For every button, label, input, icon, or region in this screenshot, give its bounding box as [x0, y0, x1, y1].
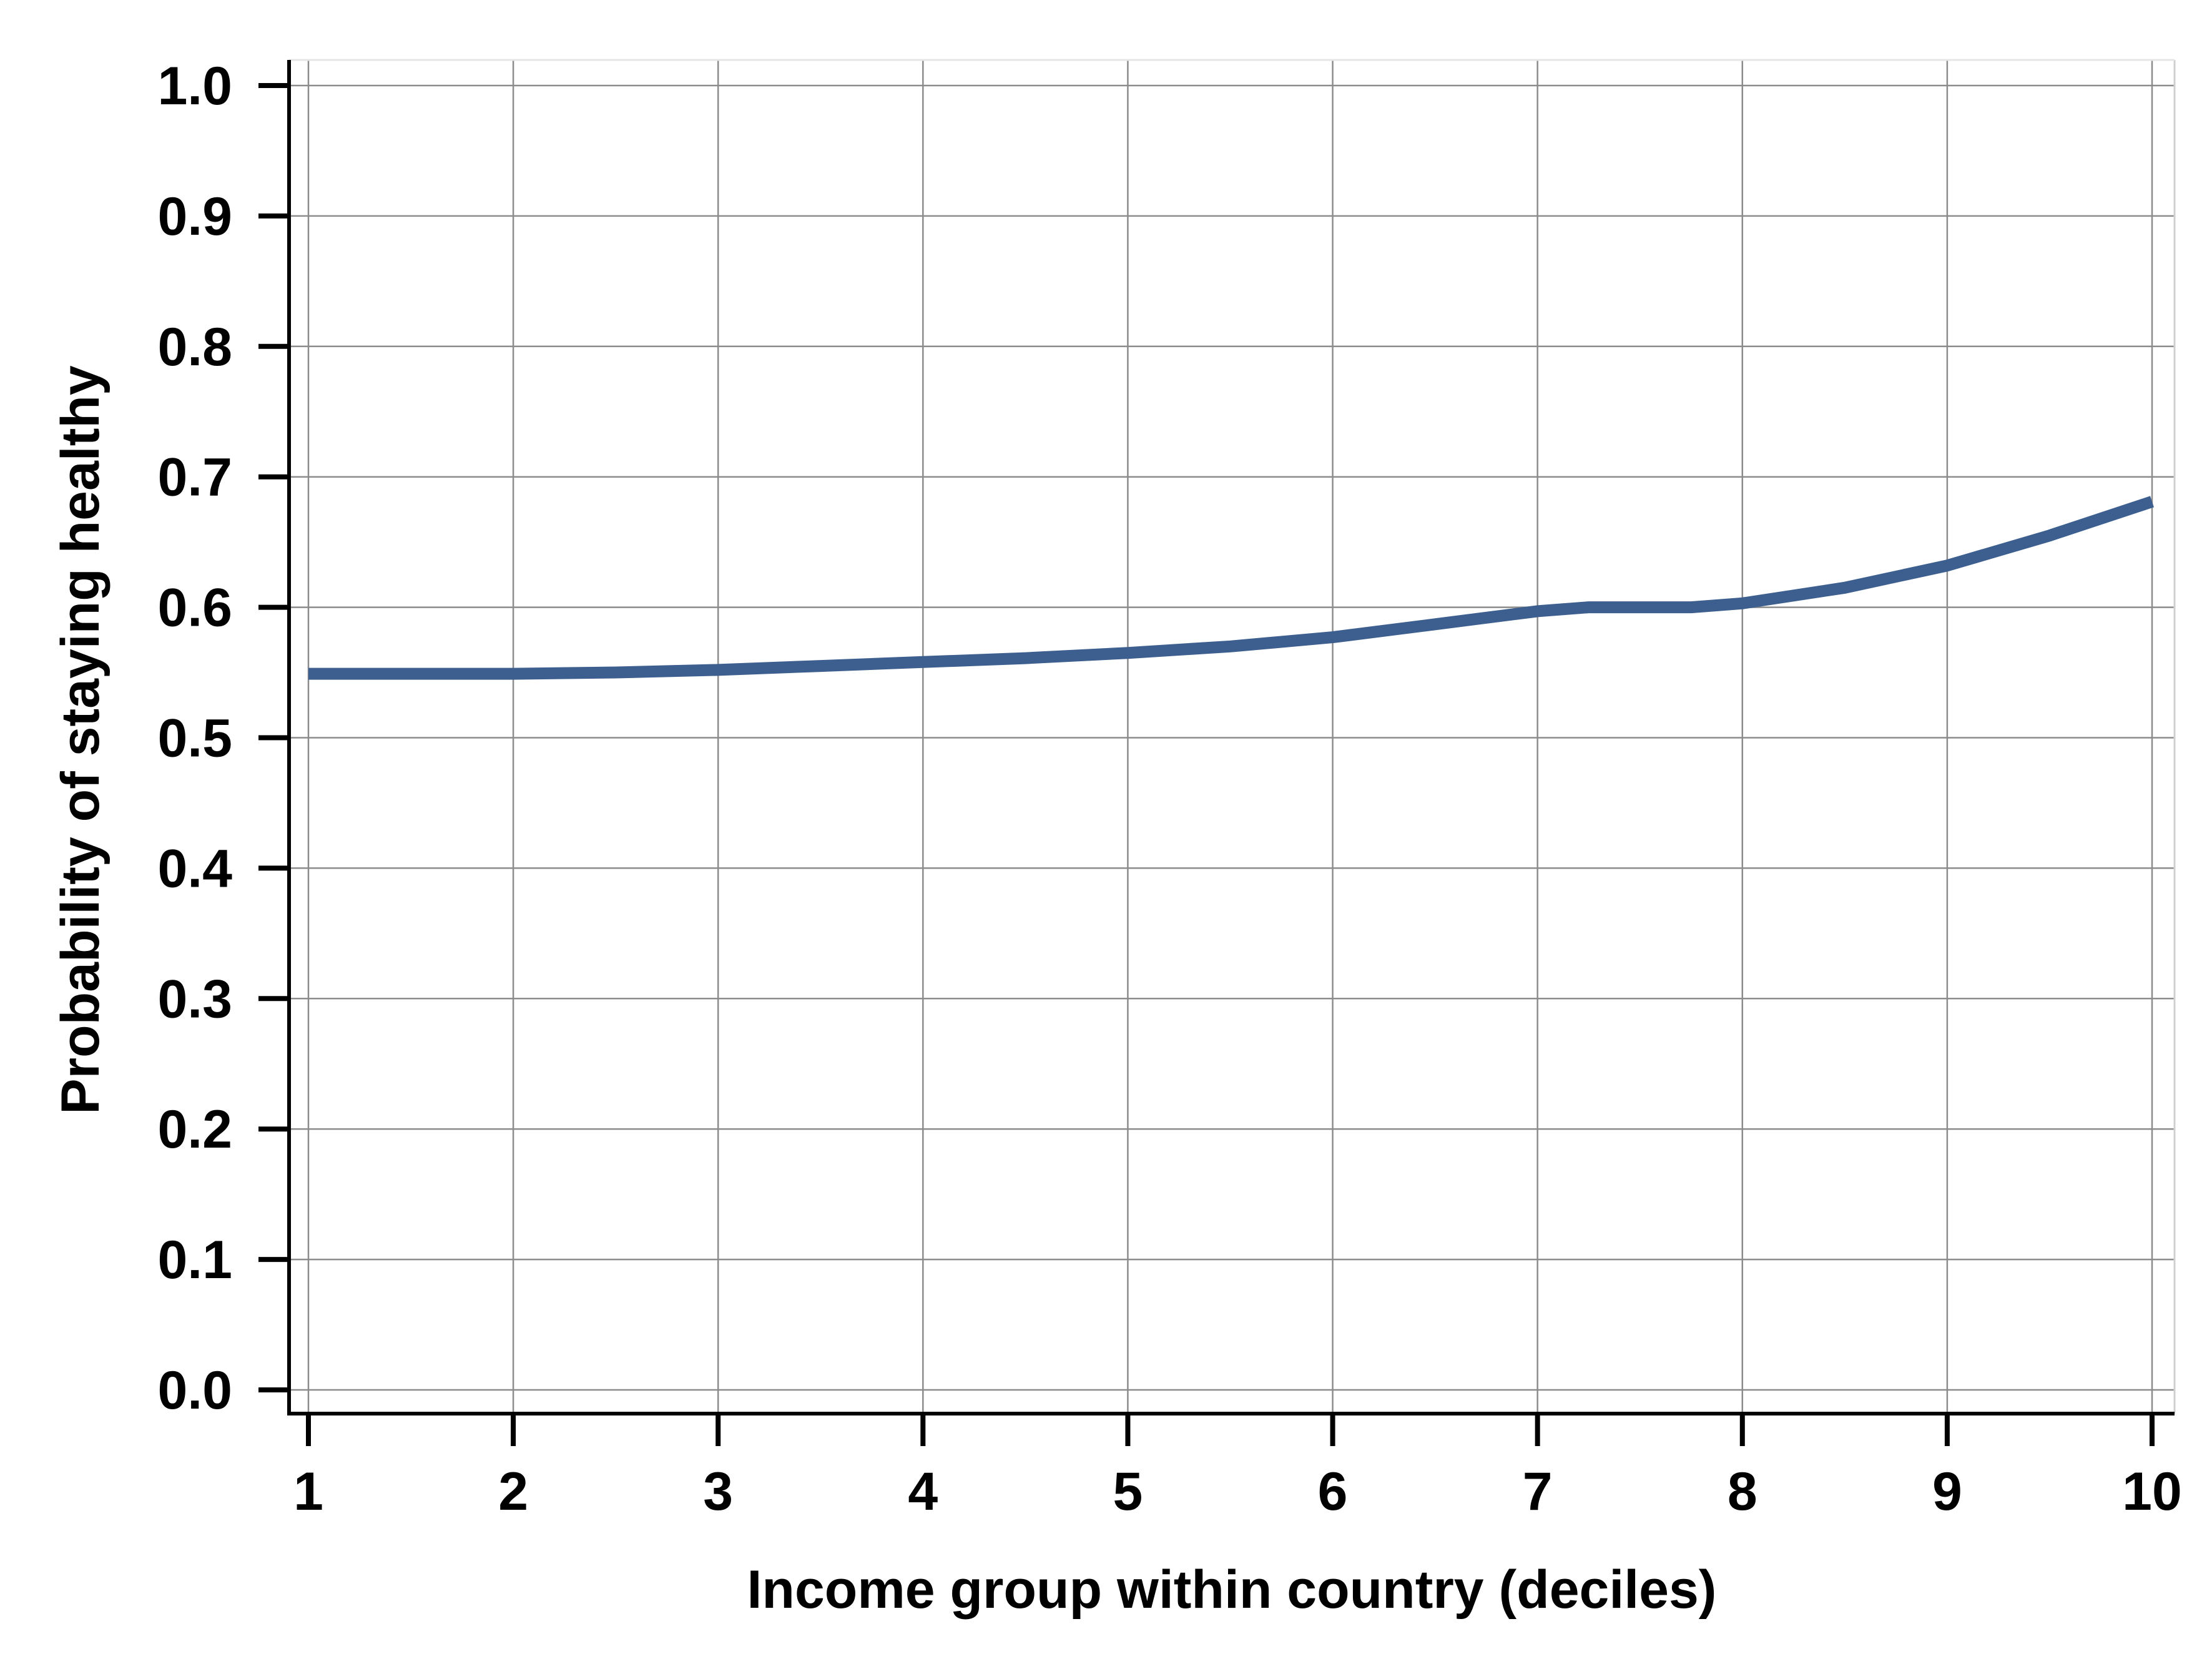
y-tick-label: 0.0 [157, 1361, 232, 1420]
grid [289, 60, 2175, 1414]
series-group [308, 496, 2154, 680]
x-axis-ticks: 1 2 3 4 5 6 7 8 9 10 [293, 1414, 2182, 1522]
x-tick-label: 9 [1932, 1462, 1962, 1522]
y-tick-label: 0.9 [157, 187, 232, 247]
y-tick-label: 0.3 [157, 969, 232, 1029]
y-tick-label: 0.7 [157, 448, 232, 508]
x-axis-title: Income group within country (deciles) [747, 1560, 1717, 1620]
x-tick-label: 8 [1728, 1462, 1757, 1522]
x-tick-label: 7 [1523, 1462, 1553, 1522]
x-tick-label: 4 [908, 1462, 938, 1522]
x-tick-label: 2 [498, 1462, 528, 1522]
y-tick-label: 1.0 [157, 56, 232, 116]
x-tick-label: 6 [1318, 1462, 1348, 1522]
x-tick-label: 1 [293, 1462, 323, 1522]
y-tick-label: 0.4 [157, 839, 232, 898]
y-tick-label: 0.2 [157, 1100, 232, 1159]
y-tick-label: 0.8 [157, 317, 232, 377]
y-tick-label: 0.1 [157, 1230, 232, 1290]
y-tick-label: 0.6 [157, 578, 232, 638]
y-tick-label: 0.5 [157, 709, 232, 769]
y-axis-ticks: 0.0 0.1 0.2 0.3 0.4 0.5 0.6 0.7 0.8 0.9 1.0 [157, 56, 289, 1420]
series-line-0 [308, 496, 2154, 680]
plot-background [289, 60, 2175, 1414]
x-tick-label: 3 [703, 1462, 733, 1522]
y-axis-title: Probability of staying healthy [51, 365, 111, 1115]
x-tick-label: 5 [1113, 1462, 1143, 1522]
x-tick-label: 10 [2122, 1462, 2182, 1522]
